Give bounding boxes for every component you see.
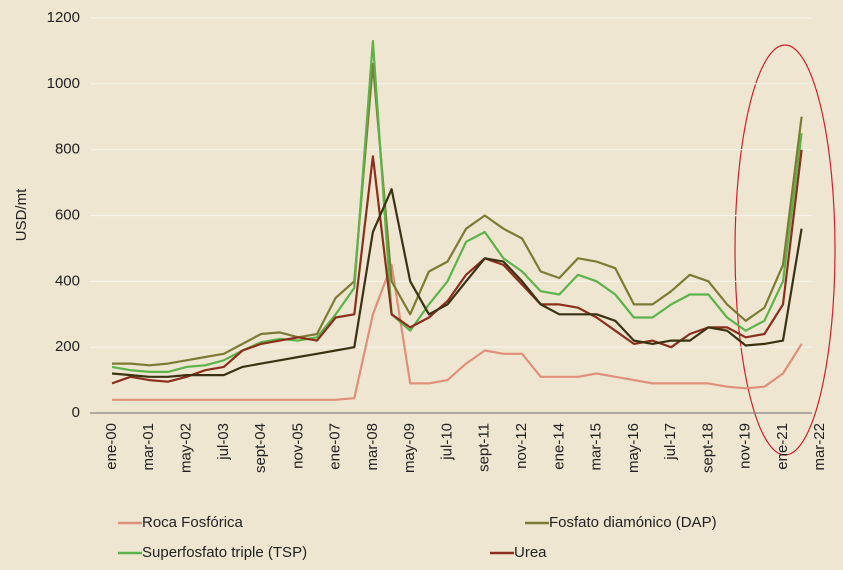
y-tick-label: 1200	[47, 9, 80, 26]
x-tick-label: jul-10	[438, 423, 455, 461]
x-tick-label: sept-11	[476, 423, 493, 472]
x-tick-label: jul-17	[662, 423, 679, 461]
y-tick-label: 200	[55, 338, 80, 355]
legend-label: Roca Fosfórica	[142, 514, 244, 531]
series-line	[111, 149, 803, 385]
x-tick-label: may-16	[625, 423, 642, 473]
x-tick-label: nov-05	[289, 423, 306, 469]
x-tick-label: ene-21	[774, 423, 791, 470]
y-tick-label: 0	[72, 404, 80, 421]
legend-label: Fosfato diamónico (DAP)	[549, 514, 717, 531]
y-tick-label: 400	[55, 272, 80, 289]
x-tick-label: mar-01	[140, 423, 157, 471]
y-tick-label: 1000	[47, 75, 80, 92]
legend-label: Superfosfato triple (TSP)	[142, 544, 307, 561]
x-tick-label: may-02	[178, 423, 195, 473]
x-tick-label: may-09	[401, 423, 418, 473]
y-axis-label: USD/mt	[13, 188, 30, 241]
series-line	[112, 62, 803, 367]
x-tick-label: jul-03	[215, 423, 232, 461]
y-tick-label: 800	[55, 141, 80, 158]
x-tick-label: mar-08	[364, 423, 381, 471]
x-tick-label: sept-04	[252, 423, 269, 473]
x-tick-label: ene-14	[550, 423, 567, 470]
x-tick-label: mar-22	[811, 423, 828, 471]
series-line	[111, 188, 803, 378]
x-tick-label: mar-15	[588, 423, 605, 471]
series-line	[111, 39, 803, 373]
x-tick-label: nov-19	[737, 423, 754, 469]
legend-label: Urea	[514, 544, 547, 561]
series-line	[112, 263, 803, 401]
x-tick-label: ene-00	[103, 423, 120, 470]
x-tick-label: nov-12	[513, 423, 530, 469]
x-tick-label: sept-18	[699, 423, 716, 473]
x-tick-label: ene-07	[327, 423, 344, 470]
y-tick-label: 600	[55, 206, 80, 223]
highlight-ellipse	[734, 44, 836, 456]
